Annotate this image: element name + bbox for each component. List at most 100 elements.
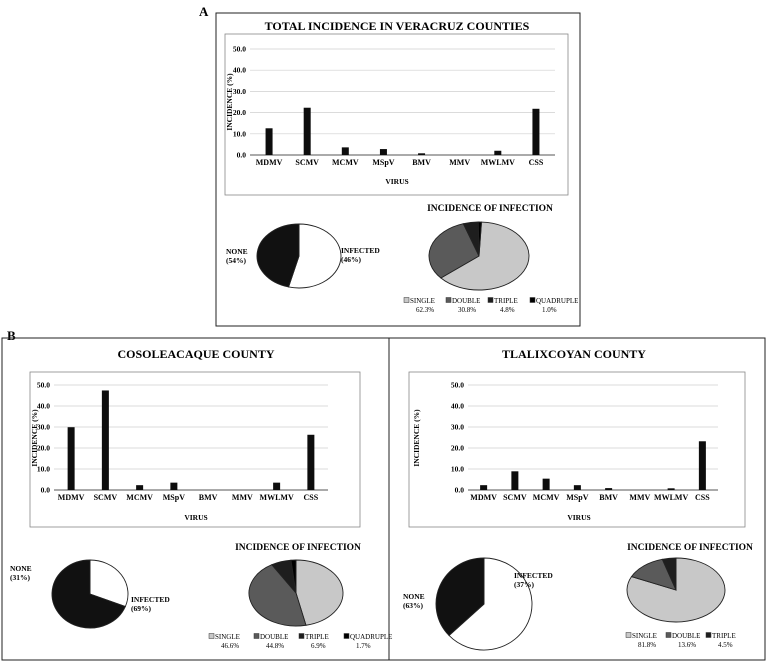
cosoleacaque-bar-css (307, 434, 315, 490)
veracruz-xtick-label: MWLMV (481, 158, 515, 167)
veracruz-legend-label: QUADRUPLE (536, 297, 578, 305)
cosoleacaque-multi-pie-slice-1 (249, 565, 306, 626)
veracruz-multi-pie-slice-1 (429, 224, 479, 278)
veracruz-infection-pie-slice-0 (289, 224, 341, 288)
tlalixcoyan-ytick-label: 10.0 (451, 465, 464, 474)
veracruz-legend-label: DOUBLE (452, 297, 480, 305)
tlalixcoyan-infection-pie-slice-1 (436, 558, 484, 635)
cosoleacaque-ytick-label: 40.0 (37, 402, 50, 411)
tlalixcoyan-xtick-label: MDMV (470, 493, 497, 502)
tlalixcoyan-xtick-label: SCMV (503, 493, 527, 502)
tlalixcoyan-xtick-label: MSpV (566, 493, 588, 502)
cosoleacaque-infection-pie-slice-1 (52, 560, 125, 628)
cosoleacaque-xtick-label: MWLMV (260, 493, 294, 502)
veracruz-legend-label: TRIPLE (494, 297, 518, 305)
tlalixcoyan-ylabel: INCIDENCE (%) (412, 409, 421, 467)
cosoleacaque-bar-mcmv (136, 485, 144, 490)
tlalixcoyan-legend-value: 4.5% (718, 641, 733, 649)
cosoleacaque-multi-pie-slice-3 (291, 560, 296, 593)
cosoleacaque-legend-label: SINGLE (215, 633, 240, 641)
veracruz-xtick-label: MCMV (332, 158, 359, 167)
veracruz-legend-value: 4.8% (500, 306, 515, 314)
tlalixcoyan-chart-frame (408, 371, 746, 528)
tlalixcoyan-legend-value: 81.8% (638, 641, 656, 649)
tlalixcoyan-title: TLALIXCOYAN COUNTY (502, 347, 646, 361)
veracruz-title: TOTAL INCIDENCE IN VERACRUZ COUNTIES (265, 19, 530, 33)
veracruz-xtick-label: MMV (449, 158, 470, 167)
tlalixcoyan-multi-pie-title: INCIDENCE OF INFECTION (627, 543, 753, 553)
veracruz-xtick-label: MDMV (256, 158, 283, 167)
tlalixcoyan-ytick-label: 50.0 (451, 381, 464, 390)
cosoleacaque-legend-value: 6.9% (311, 642, 326, 650)
veracruz-ytick-label: 30.0 (233, 87, 246, 96)
cosoleacaque-xtick-label: MSpV (163, 493, 185, 502)
veracruz-xtick-label: SCMV (295, 158, 319, 167)
veracruz-bar-scmv (303, 107, 311, 155)
veracruz-multi-pie-slice-3 (478, 222, 481, 256)
veracruz-xtick-label: MSpV (372, 158, 394, 167)
cosoleacaque-xlabel: VIRUS (184, 513, 207, 522)
veracruz-legend-swatch-triple (487, 297, 494, 303)
cosoleacaque-legend-swatch-double (253, 633, 260, 639)
tlalixcoyan-bar-mdmv (480, 485, 488, 490)
veracruz-legend-label: SINGLE (410, 297, 435, 305)
cosoleacaque-legend-swatch-triple (298, 633, 305, 639)
tlalixcoyan-legend-swatch-triple (705, 632, 712, 638)
cosoleacaque-ylabel: INCIDENCE (%) (30, 409, 39, 467)
tlalixcoyan-xtick-label: MWLMV (654, 493, 688, 502)
cosoleacaque-bar-mspv (170, 482, 178, 490)
tlalixcoyan-ytick-label: 40.0 (451, 402, 464, 411)
veracruz-legend-value: 1.0% (542, 306, 557, 314)
cosoleacaque-xtick-label: SCMV (94, 493, 118, 502)
tlalixcoyan-ytick-label: 20.0 (451, 444, 464, 453)
veracruz-legend-value: 62.3% (416, 306, 434, 314)
tlalixcoyan-legend-label: TRIPLE (712, 632, 736, 640)
tlalixcoyan-legend-swatch-single (625, 632, 632, 638)
veracruz-legend-swatch-quadruple (529, 297, 536, 303)
tlalixcoyan-infection-pie-slice-0 (449, 558, 532, 650)
cosoleacaque-infection-pie-slice-0 (90, 560, 128, 607)
cosoleacaque-ytick-label: 50.0 (37, 381, 50, 390)
cosoleacaque-legend-value: 1.7% (356, 642, 371, 650)
veracruz-multi-pie-slice-0 (441, 222, 529, 290)
tlalixcoyan-xlabel: VIRUS (567, 513, 590, 522)
tlalixcoyan-ytick-label: 0.0 (455, 486, 465, 495)
cosoleacaque-ytick-label: 30.0 (37, 423, 50, 432)
veracruz-chart-frame (224, 33, 569, 196)
cosoleacaque-ytick-label: 10.0 (37, 465, 50, 474)
veracruz-xtick-label: BMV (412, 158, 431, 167)
cosoleacaque-xtick-label: MMV (232, 493, 253, 502)
veracruz-bar-mspv (379, 149, 387, 155)
panel-b-right-frame (388, 337, 766, 661)
cosoleacaque-title: COSOLEACAQUE COUNTY (117, 347, 274, 361)
veracruz-ytick-label: 40.0 (233, 66, 246, 75)
cosoleacaque-legend-swatch-quadruple (343, 633, 350, 639)
veracruz-bar-css (532, 108, 540, 155)
panel-label-b: B (7, 328, 16, 343)
cosoleacaque-infection-pie-label: INFECTED (69%) (131, 595, 170, 613)
tlalixcoyan-chart: TLALIXCOYAN COUNTY 0.0 10.0 20.0 30.0 40.0 50.… (403, 347, 753, 650)
tlalixcoyan-bar-bmv (605, 488, 613, 490)
tlalixcoyan-infection-pie-label: NONE (63%) (403, 592, 425, 610)
veracruz-infection-pie-label: NONE (54%) (226, 247, 248, 265)
cosoleacaque-ytick-label: 20.0 (37, 444, 50, 453)
cosoleacaque-multi-pie-slice-0 (296, 560, 343, 625)
cosoleacaque-multi-pie-title: INCIDENCE OF INFECTION (235, 543, 361, 553)
veracruz-ytick-label: 10.0 (233, 129, 246, 138)
tlalixcoyan-xtick-label: CSS (695, 493, 710, 502)
veracruz-bar-mwlmv (494, 150, 502, 155)
tlalixcoyan-xtick-label: BMV (599, 493, 618, 502)
cosoleacaque-chart: COSOLEACAQUE COUNTY 0.0 10.0 20.0 30.0 40.0 50… (10, 347, 392, 650)
tlalixcoyan-ytick-label: 30.0 (451, 423, 464, 432)
panel-label-a: A (199, 4, 209, 19)
cosoleacaque-xtick-label: BMV (199, 493, 218, 502)
veracruz-ytick-label: 20.0 (233, 108, 246, 117)
cosoleacaque-legend-value: 44.8% (266, 642, 284, 650)
veracruz-legend-swatch-single (403, 297, 410, 303)
tlalixcoyan-xtick-label: MMV (629, 493, 650, 502)
cosoleacaque-legend-value: 46.6% (221, 642, 239, 650)
cosoleacaque-xtick-label: MDMV (58, 493, 85, 502)
tlalixcoyan-bar-mspv (573, 485, 581, 490)
cosoleacaque-bar-scmv (101, 390, 109, 490)
